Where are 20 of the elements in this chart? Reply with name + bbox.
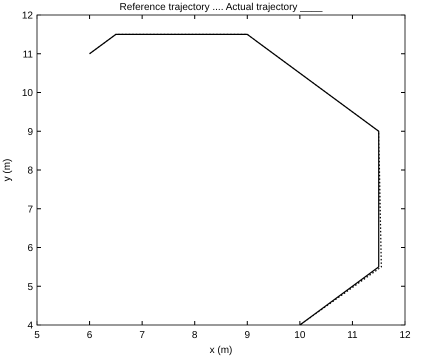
y-tick-label: 8	[27, 166, 34, 176]
x-tick-label: 6	[86, 330, 93, 341]
y-tick-label: 11	[22, 49, 34, 60]
x-tick-label: 12	[399, 330, 411, 341]
y-tick-label: 4	[27, 320, 34, 332]
y-axis-title: y (m)	[2, 158, 13, 182]
y-tick-label: 7	[27, 204, 34, 216]
x-tick-label: 9	[244, 330, 251, 341]
x-tick-label: 11	[347, 330, 358, 341]
y-tick-label: 10	[22, 88, 34, 99]
x-tick-label: 5	[34, 330, 40, 341]
y-tick-label: 6	[27, 243, 34, 254]
chart-title: Reference trajectory .... Actual trajectory ____	[120, 2, 323, 13]
x-tick-label: 8	[192, 330, 198, 341]
y-tick-label: 5	[27, 282, 34, 293]
y-tick-label: 9	[27, 126, 34, 138]
y-tick-label: 12	[22, 10, 34, 22]
x-tick-label: 7	[139, 330, 146, 341]
x-tick-label: 10	[294, 330, 306, 341]
x-axis-title: x (m)	[210, 345, 232, 356]
